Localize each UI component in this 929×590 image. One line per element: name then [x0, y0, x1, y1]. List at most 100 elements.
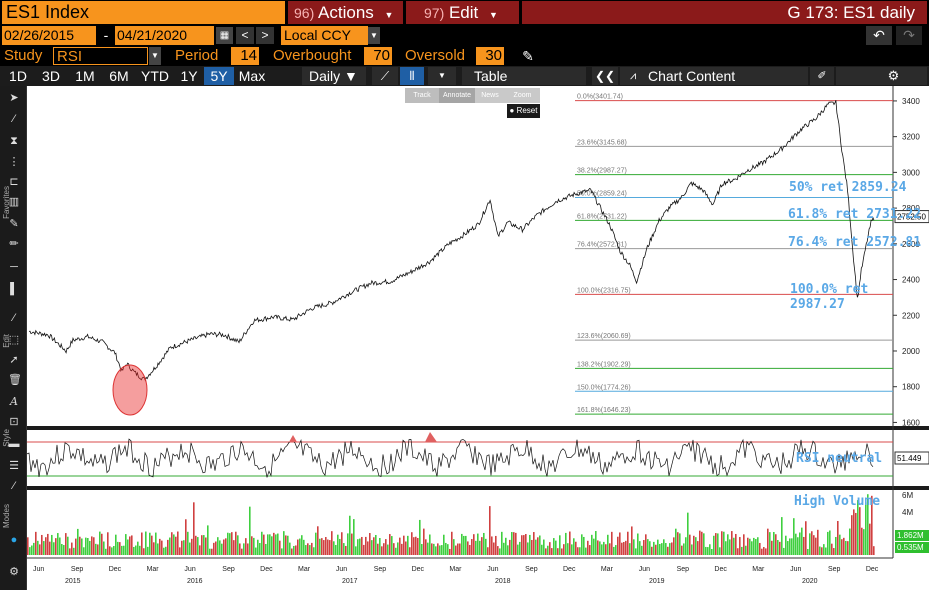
- range-button-1d[interactable]: 1D: [9, 68, 27, 84]
- crop-tool-icon[interactable]: ⊡: [9, 416, 19, 428]
- vline-tool-icon[interactable]: ▌: [10, 283, 18, 295]
- volume-bar: [515, 532, 517, 555]
- interval-select[interactable]: Daily ▼: [302, 67, 366, 85]
- hline-tool-icon[interactable]: ─: [10, 261, 18, 273]
- chart-area[interactable]: 0.0%(3401.74) 23.6%(3145.68) 38.2%(2987.27…: [26, 86, 929, 590]
- chevron-down-icon[interactable]: ▼: [149, 47, 161, 65]
- pen-tool-icon[interactable]: ⁄: [13, 312, 15, 324]
- study-label: Study: [4, 47, 43, 64]
- volume-bar: [813, 535, 815, 555]
- settings-gear-icon[interactable]: ⚙: [9, 566, 19, 578]
- settings-button[interactable]: ⚙: [836, 67, 927, 85]
- volume-bar: [751, 541, 753, 555]
- calendar-icon[interactable]: ▦: [216, 27, 233, 44]
- volume-bar: [425, 539, 427, 555]
- volume-bar: [67, 536, 69, 555]
- actions-menu[interactable]: 96) Actions ▼: [288, 1, 403, 24]
- trash-icon[interactable]: 🗑: [8, 374, 22, 386]
- annotation-toolbar: Track Annotate News Zoom: [405, 88, 540, 103]
- table-button[interactable]: Table: [462, 67, 586, 85]
- modes-color-icon[interactable]: ●: [10, 534, 18, 546]
- chart-type-dropdown[interactable]: ▼: [428, 67, 456, 85]
- reset-button[interactable]: ● Reset: [507, 104, 540, 118]
- oversold-field[interactable]: 30: [476, 47, 504, 65]
- volume-bar: [835, 536, 837, 555]
- volume-last-label: 1.862M: [897, 531, 924, 540]
- prev-period-button[interactable]: <: [236, 27, 254, 44]
- volume-bar: [285, 535, 287, 555]
- cursor-icon[interactable]: ➤: [9, 92, 19, 104]
- ray-tool-icon[interactable]: ⋮: [8, 156, 20, 168]
- volume-bar: [363, 544, 365, 555]
- volume-bar: [403, 535, 405, 555]
- next-period-button[interactable]: >: [256, 27, 274, 44]
- annotate-tool[interactable]: Annotate: [439, 88, 475, 103]
- volume-bar: [523, 535, 525, 555]
- price-tick-label: 2800: [902, 204, 920, 213]
- edit-chart-icon[interactable]: ✐: [810, 67, 834, 85]
- price-tick-label: 2600: [902, 240, 920, 249]
- volume-bar: [663, 539, 665, 555]
- redo-button[interactable]: ↷: [896, 26, 922, 45]
- pattern-icon[interactable]: ⁄: [13, 480, 15, 492]
- range-button-max[interactable]: Max: [238, 68, 266, 84]
- volume-bar: [97, 544, 99, 555]
- volume-bar: [447, 544, 449, 555]
- undo-button[interactable]: ↶: [866, 26, 892, 45]
- start-date-field[interactable]: 02/26/2015: [2, 26, 96, 45]
- fib-tool-icon[interactable]: ⧗: [10, 135, 18, 147]
- overbought-field[interactable]: 70: [364, 47, 392, 65]
- volume-bar: [783, 547, 785, 555]
- range-button-1y[interactable]: 1Y: [180, 68, 198, 84]
- range-button-3d[interactable]: 3D: [42, 68, 60, 84]
- text-tool-icon[interactable]: A: [10, 395, 18, 408]
- color-tool-icon[interactable]: ▬: [8, 438, 20, 450]
- volume-bar: [527, 542, 529, 555]
- range-button-ytd[interactable]: YTD: [141, 68, 169, 84]
- channel-tool-icon[interactable]: ⊏: [9, 176, 19, 188]
- volume-bar: [735, 533, 737, 555]
- volume-bar: [109, 546, 111, 555]
- volume-bar: [873, 546, 875, 555]
- volume-bar: [817, 529, 819, 555]
- zoom-tool[interactable]: Zoom: [513, 92, 532, 99]
- track-tool[interactable]: Track: [405, 88, 439, 103]
- end-date-field[interactable]: 04/21/2020: [115, 26, 214, 45]
- currency-select[interactable]: Local CCY: [281, 26, 368, 45]
- volume-bar: [243, 543, 245, 555]
- volume-bar: [389, 534, 391, 555]
- volume-bar: [413, 537, 415, 555]
- pointer-tool-icon[interactable]: ➚: [9, 354, 19, 366]
- line-style-icon[interactable]: ☰: [9, 460, 19, 472]
- volume-bar: [769, 532, 771, 555]
- range-button-6m[interactable]: 6M: [109, 68, 129, 84]
- range-button-1m[interactable]: 1M: [75, 68, 95, 84]
- volume-bar: [391, 536, 393, 555]
- volume-bar: [43, 541, 45, 555]
- news-tool[interactable]: News: [481, 92, 499, 99]
- range-button-5y[interactable]: 5Y: [204, 67, 234, 85]
- volume-bar: [531, 539, 533, 555]
- edit-menu[interactable]: 97) Edit ▼: [406, 1, 519, 24]
- chart-content-button[interactable]: ⩘ Chart Content: [620, 67, 808, 85]
- ticker-field[interactable]: ES1 Index: [2, 1, 285, 24]
- volume-bar: [579, 547, 581, 555]
- volume-bar: [103, 541, 105, 555]
- volume-tick-label: 6M: [902, 491, 913, 500]
- marker-tool-icon[interactable]: ✏: [9, 238, 19, 250]
- rect-tool-icon[interactable]: ▥: [8, 196, 20, 208]
- line-tool-icon[interactable]: ⁄: [13, 113, 15, 125]
- study-select[interactable]: RSI: [53, 47, 148, 65]
- volume-bar: [785, 535, 787, 555]
- volume-bar: [207, 525, 209, 555]
- volume-bar: [703, 533, 705, 555]
- chevron-down-icon[interactable]: ▼: [368, 27, 380, 44]
- x-month-label: Mar: [601, 566, 614, 573]
- bar-chart-icon[interactable]: ⫴: [400, 67, 424, 85]
- collapse-panel-icon[interactable]: ❮❮: [592, 67, 618, 85]
- select-tool-icon[interactable]: ⬚: [8, 334, 20, 346]
- brush-tool-icon[interactable]: ✎: [9, 218, 19, 230]
- line-chart-icon[interactable]: ⟋: [372, 67, 398, 85]
- period-field[interactable]: 14: [231, 47, 259, 65]
- pencil-icon[interactable]: ✎: [522, 48, 534, 64]
